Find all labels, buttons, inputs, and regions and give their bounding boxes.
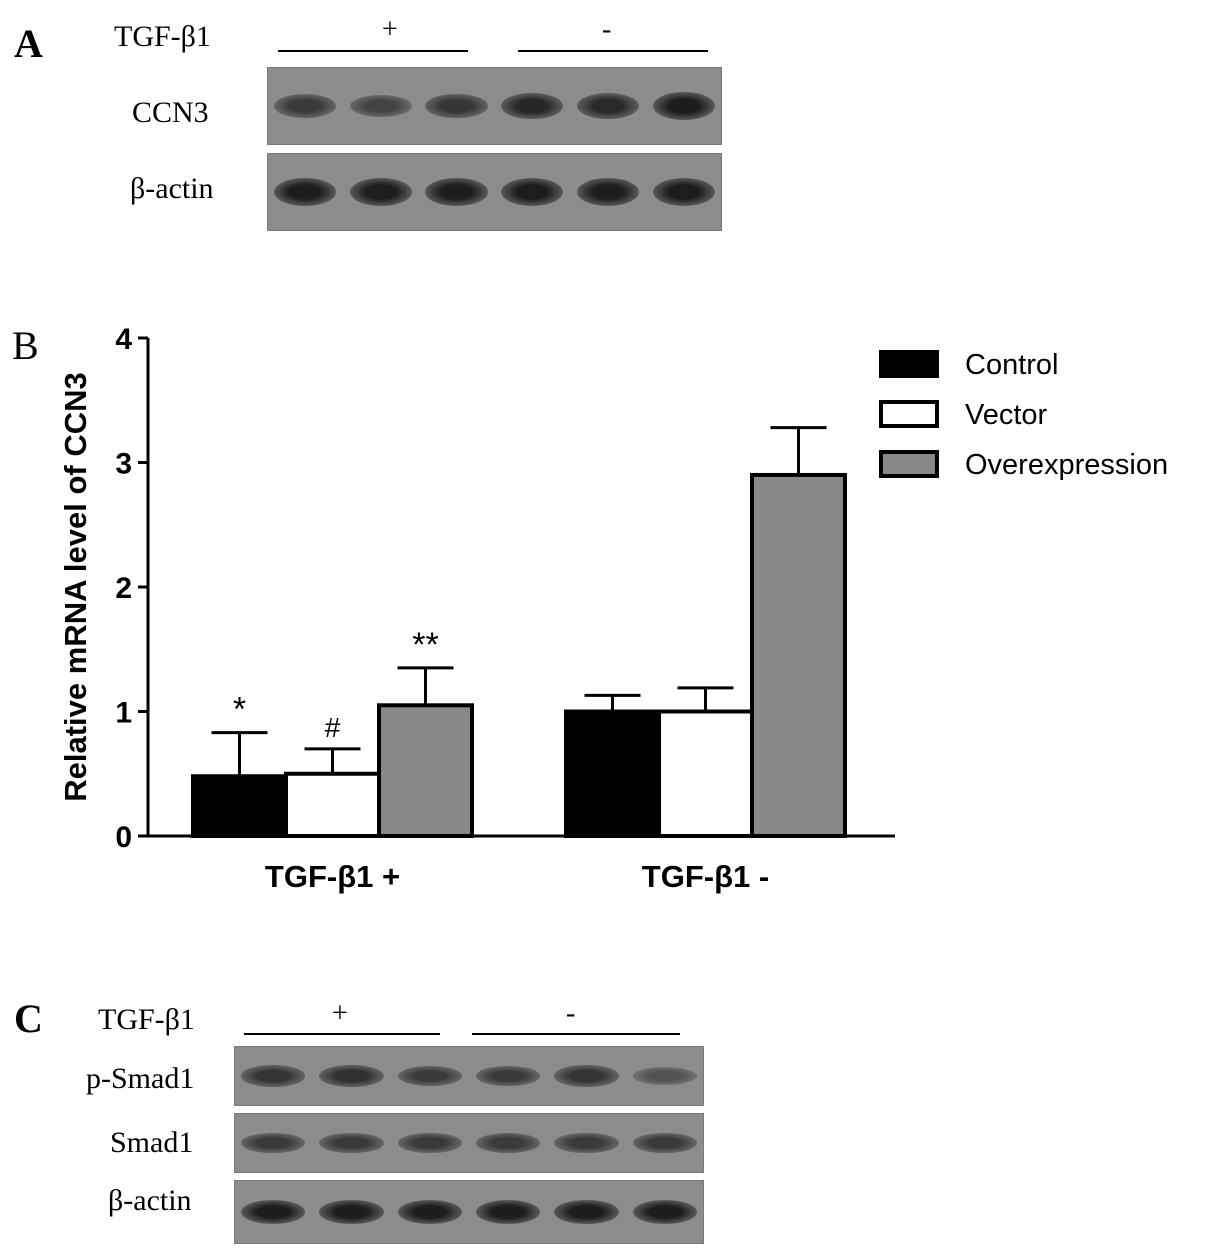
panel-a-minus-sign: - [602,14,612,45]
bar [750,472,847,838]
significance-marker: # [325,712,341,743]
panel-c-plus-line [244,1033,440,1035]
panel-c-row-label-smad1: Smad1 [110,1126,194,1159]
blot-band [349,94,412,118]
blot-band [476,1132,541,1154]
panel-c-row-label-psmad1: p-Smad1 [86,1062,195,1095]
blot-band [652,92,716,120]
blot-band [652,178,716,206]
blot-band [632,1199,697,1225]
blot-band [501,178,564,206]
panel-c-blot-actin [234,1180,704,1244]
panel-c-minus-sign: - [566,998,576,1029]
panel-a-plus-sign: + [382,14,398,45]
bar [564,709,661,838]
significance-marker: * [233,691,246,729]
panel-c-plus-sign: + [332,998,348,1029]
y-tick-label: 3 [115,448,132,481]
blot-band [397,1199,462,1225]
y-tick-label: 1 [115,697,132,730]
blot-band [397,1132,462,1154]
blot-band [425,178,488,206]
blot-band [241,1065,306,1087]
blot-band [319,1065,384,1087]
bar [657,709,754,838]
panel-a-minus-line [518,50,708,52]
blot-band [397,1065,462,1087]
panel-c-treatment-label: TGF-β1 [98,1003,195,1036]
panel-c-letter: C [14,996,43,1041]
bar-chart: 0 1 2 3 4 Relative mRNA level of CCN3 * # ** TGF-… [58,323,1168,894]
panel-a-letter: A [14,21,43,66]
x-category-label: TGF-β1 + [265,859,400,894]
blot-band [554,1065,619,1087]
significance-marker: ** [412,626,438,664]
panel-c-blot-psmad1 [234,1046,704,1106]
blot-band [476,1199,541,1225]
y-tick-label: 4 [115,323,132,356]
legend-swatch [879,400,939,428]
blot-band [632,1132,697,1154]
panel-a-row-label-actin: β-actin [130,172,214,205]
blot-band [577,92,640,120]
panel-c-row-label-actin: β-actin [108,1184,192,1217]
panel-a-treatment-label: TGF-β1 [114,20,211,53]
panel-a-plus-line [278,50,468,52]
bar [284,771,381,838]
blot-band [501,92,564,120]
panel-c-blot-smad1 [234,1113,704,1173]
blot-band [349,178,412,206]
panel-a-row-label-ccn3: CCN3 [132,96,209,129]
blot-band [476,1065,541,1087]
blot-band [319,1132,384,1154]
blot-band [241,1132,306,1154]
blot-band [319,1199,384,1225]
legend-label: Vector [965,399,1048,431]
blot-band [425,93,488,119]
blot-band [241,1199,306,1225]
x-category-label: TGF-β1 - [642,859,769,894]
bar [377,703,474,838]
blot-band [554,1132,619,1154]
blot-band [273,178,336,206]
legend-swatch [879,450,939,478]
blot-band [577,178,640,206]
y-tick-label: 2 [115,572,132,605]
panel-b-letter: B [12,323,39,368]
y-tick-label: 0 [115,821,132,854]
legend-label: Control [965,349,1059,381]
panel-a-blot-actin [267,153,722,231]
y-axis-label: Relative mRNA level of CCN3 [58,372,93,802]
bar [191,774,288,838]
legend-label: Overexpression [965,449,1168,481]
legend-swatch [879,350,939,378]
panel-a-blot-ccn3 [267,67,722,145]
blot-band [554,1199,619,1225]
blot-band [632,1067,697,1085]
panel-c-minus-line [472,1033,680,1035]
blot-band [273,94,336,118]
